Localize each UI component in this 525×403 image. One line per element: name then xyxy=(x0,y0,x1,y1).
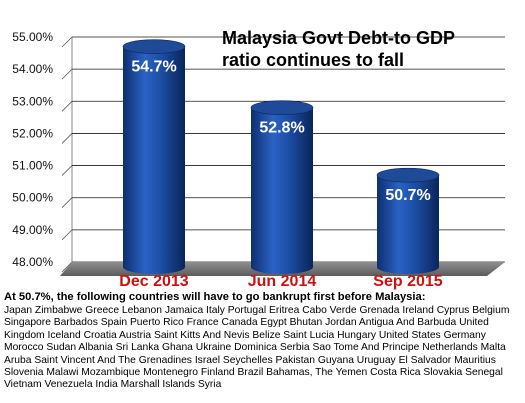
gridline-depth xyxy=(61,197,73,208)
y-tick-label: 55.00% xyxy=(12,30,53,44)
gridline-depth xyxy=(61,68,73,80)
bar xyxy=(122,39,186,275)
data-label: 50.7% xyxy=(385,187,430,204)
bar-body xyxy=(123,46,185,275)
y-tick-label: 51.00% xyxy=(12,159,53,173)
bar-body xyxy=(377,175,439,274)
category-labels: Dec 2013 Jun 2014 Sep 2015 xyxy=(119,273,442,290)
chart-title-line-1: Malaysia Govt Debt-to GDP xyxy=(222,28,455,48)
bars xyxy=(122,39,440,275)
gridline-depth xyxy=(61,133,73,144)
gridline-depth xyxy=(61,261,73,273)
y-axis: 55.00% 54.00% 53.00% 52.00% 51.00% 50.00% 49.0… xyxy=(12,30,53,269)
data-label: 52.8% xyxy=(259,120,304,137)
bar-top xyxy=(122,39,186,54)
category-label: Dec 2013 xyxy=(119,273,188,290)
bankruptcy-note: At 50.7%, the following countries will h… xyxy=(4,291,521,392)
gridline-depth xyxy=(61,165,73,176)
bar-body xyxy=(251,107,313,274)
category-label: Jun 2014 xyxy=(248,273,317,290)
y-tick-label: 53.00% xyxy=(12,94,53,108)
gridline-depth xyxy=(61,36,73,48)
gridline-depth xyxy=(61,229,73,241)
gridline-depth xyxy=(61,101,73,112)
y-tick-label: 49.00% xyxy=(12,223,53,237)
note-heading: At 50.7%, the following countries will h… xyxy=(4,291,426,303)
data-label: 54.7% xyxy=(131,59,176,76)
bar-top xyxy=(250,100,314,116)
note-country-list: Japan Zimbabwe Greece Lebanon Jamaica It… xyxy=(4,305,510,391)
y-tick-label: 48.00% xyxy=(12,255,53,269)
bar xyxy=(376,167,440,274)
bar-top xyxy=(376,167,440,183)
chart-title-line-2: ratio continues to fall xyxy=(222,50,404,70)
debt-to-gdp-chart: 55.00% 54.00% 53.00% 52.00% 51.00% 50.00% 49.0… xyxy=(12,28,505,290)
y-tick-label: 52.00% xyxy=(12,126,53,140)
y-tick-label: 50.00% xyxy=(12,191,53,205)
bar xyxy=(250,100,314,274)
category-label: Sep 2015 xyxy=(373,273,442,290)
y-tick-label: 54.00% xyxy=(12,62,53,76)
data-labels: 54.7% 52.8% 50.7% xyxy=(131,59,430,205)
